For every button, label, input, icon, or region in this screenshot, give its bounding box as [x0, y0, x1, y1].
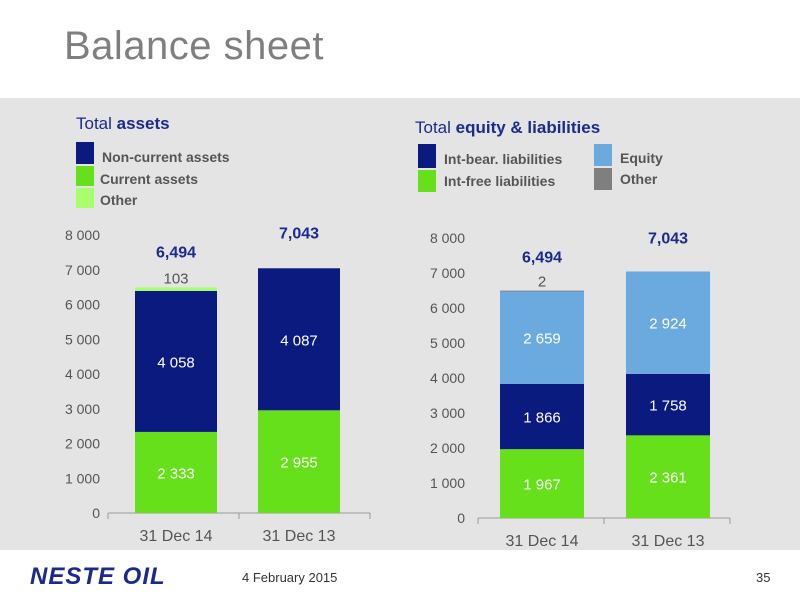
bar-segment: [500, 383, 584, 450]
legend-label-other-equity: Other: [620, 171, 658, 187]
assets-panel-title: Total assets: [76, 114, 170, 134]
y-tick-label: 8 000: [430, 230, 465, 246]
assets-title-bold: assets: [116, 114, 170, 133]
bar-segment: [626, 373, 710, 436]
x-category-label: 31 Dec 14: [140, 528, 213, 545]
bar-segment: [258, 410, 340, 513]
data-label: 2 659: [523, 330, 561, 347]
data-label-other: 103: [163, 270, 188, 287]
data-label: 4 087: [280, 332, 318, 349]
data-label: 2 955: [280, 455, 318, 472]
equity-liabilities-chart: 0 1 000 2 000 3 000 4 000 5 000 6 000 7 000 8 00…: [430, 230, 731, 550]
legend-swatch-int-bear-liabilities: [418, 144, 436, 168]
y-tick-label: 3 000: [65, 401, 100, 417]
assets-title-prefix: Total: [76, 114, 117, 133]
data-label: 4 058: [157, 354, 195, 371]
bar-segment: [500, 449, 584, 518]
y-tick-label: 2 000: [65, 436, 100, 452]
page-title: Balance sheet: [64, 24, 325, 68]
data-label: 2 361: [649, 470, 687, 487]
total-label: 7,043: [648, 230, 688, 247]
y-tick-label: 0: [457, 510, 465, 526]
legend-swatch-other-equity: [594, 168, 612, 190]
x-category-label: 31 Dec 14: [506, 533, 579, 550]
y-tick-label: 3 000: [430, 405, 465, 421]
neste-oil-logo: NESTE OIL: [30, 563, 166, 590]
equity-liabilities-panel: Total equity & liabilities Int-bear. lia…: [390, 98, 800, 550]
data-label-other: 2: [538, 274, 546, 291]
y-tick-label: 4 000: [430, 370, 465, 386]
legend-label-other-assets: Other: [100, 192, 138, 208]
bar-segment: [135, 290, 217, 432]
page-number: 35: [756, 570, 771, 585]
data-label: 1 967: [523, 477, 561, 494]
assets-chart: 0 1 000 2 000 3 000 4 000 5 000 6 000 7 000 8 00…: [65, 225, 371, 545]
data-label: 2 333: [157, 465, 195, 482]
legend-label-int-bear-liabilities: Int-bear. liabilities: [444, 151, 563, 167]
y-tick-label: 6 000: [65, 297, 100, 313]
legend-label-equity: Equity: [620, 150, 663, 166]
y-tick-label: 5 000: [430, 335, 465, 351]
y-tick-label: 6 000: [430, 300, 465, 316]
y-tick-label: 0: [92, 505, 100, 521]
legend-swatch-other-assets: [76, 188, 94, 208]
y-tick-label: 1 000: [65, 470, 100, 486]
legend-swatch-non-current-assets: [76, 142, 94, 164]
legend-swatch-current-assets: [76, 166, 94, 186]
y-tick-label: 4 000: [65, 366, 100, 382]
bar-segment: [258, 268, 340, 411]
data-label: 1 758: [649, 398, 687, 415]
y-tick-label: 5 000: [65, 331, 100, 347]
equity-title-bold: equity & liabilities: [455, 118, 601, 137]
bar-segment: [500, 290, 584, 292]
total-label: 6,494: [156, 244, 196, 261]
bar-segment: [626, 435, 710, 518]
legend-swatch-equity: [594, 144, 612, 166]
bar-segment: [135, 287, 217, 291]
bar-segment: [500, 290, 584, 384]
equity-title-prefix: Total: [415, 118, 456, 137]
y-tick-label: 7 000: [65, 262, 100, 278]
logo-text: NESTE OIL: [30, 563, 166, 590]
footer-date: 4 February 2015: [242, 570, 338, 585]
total-label: 6,494: [522, 250, 562, 267]
y-tick-label: 2 000: [430, 440, 465, 456]
y-tick-label: 8 000: [65, 227, 100, 243]
x-category-label: 31 Dec 13: [263, 528, 336, 545]
data-label: 2 924: [649, 316, 687, 333]
legend-label-current-assets: Current assets: [100, 171, 199, 187]
y-tick-label: 7 000: [430, 265, 465, 281]
legend-swatch-int-free-liabilities: [418, 170, 436, 192]
equity-liabilities-panel-title: Total equity & liabilities: [415, 118, 600, 138]
assets-panel: Total assets Non-current assets Current …: [0, 98, 390, 550]
bar-segment: [626, 271, 710, 374]
x-category-label: 31 Dec 13: [632, 533, 705, 550]
total-label: 7,043: [279, 225, 319, 242]
y-tick-label: 1 000: [430, 475, 465, 491]
legend-label-non-current-assets: Non-current assets: [102, 149, 230, 165]
bar-segment: [135, 431, 217, 513]
data-label: 1 866: [523, 410, 561, 427]
legend-label-int-free-liabilities: Int-free liabilities: [444, 173, 556, 189]
